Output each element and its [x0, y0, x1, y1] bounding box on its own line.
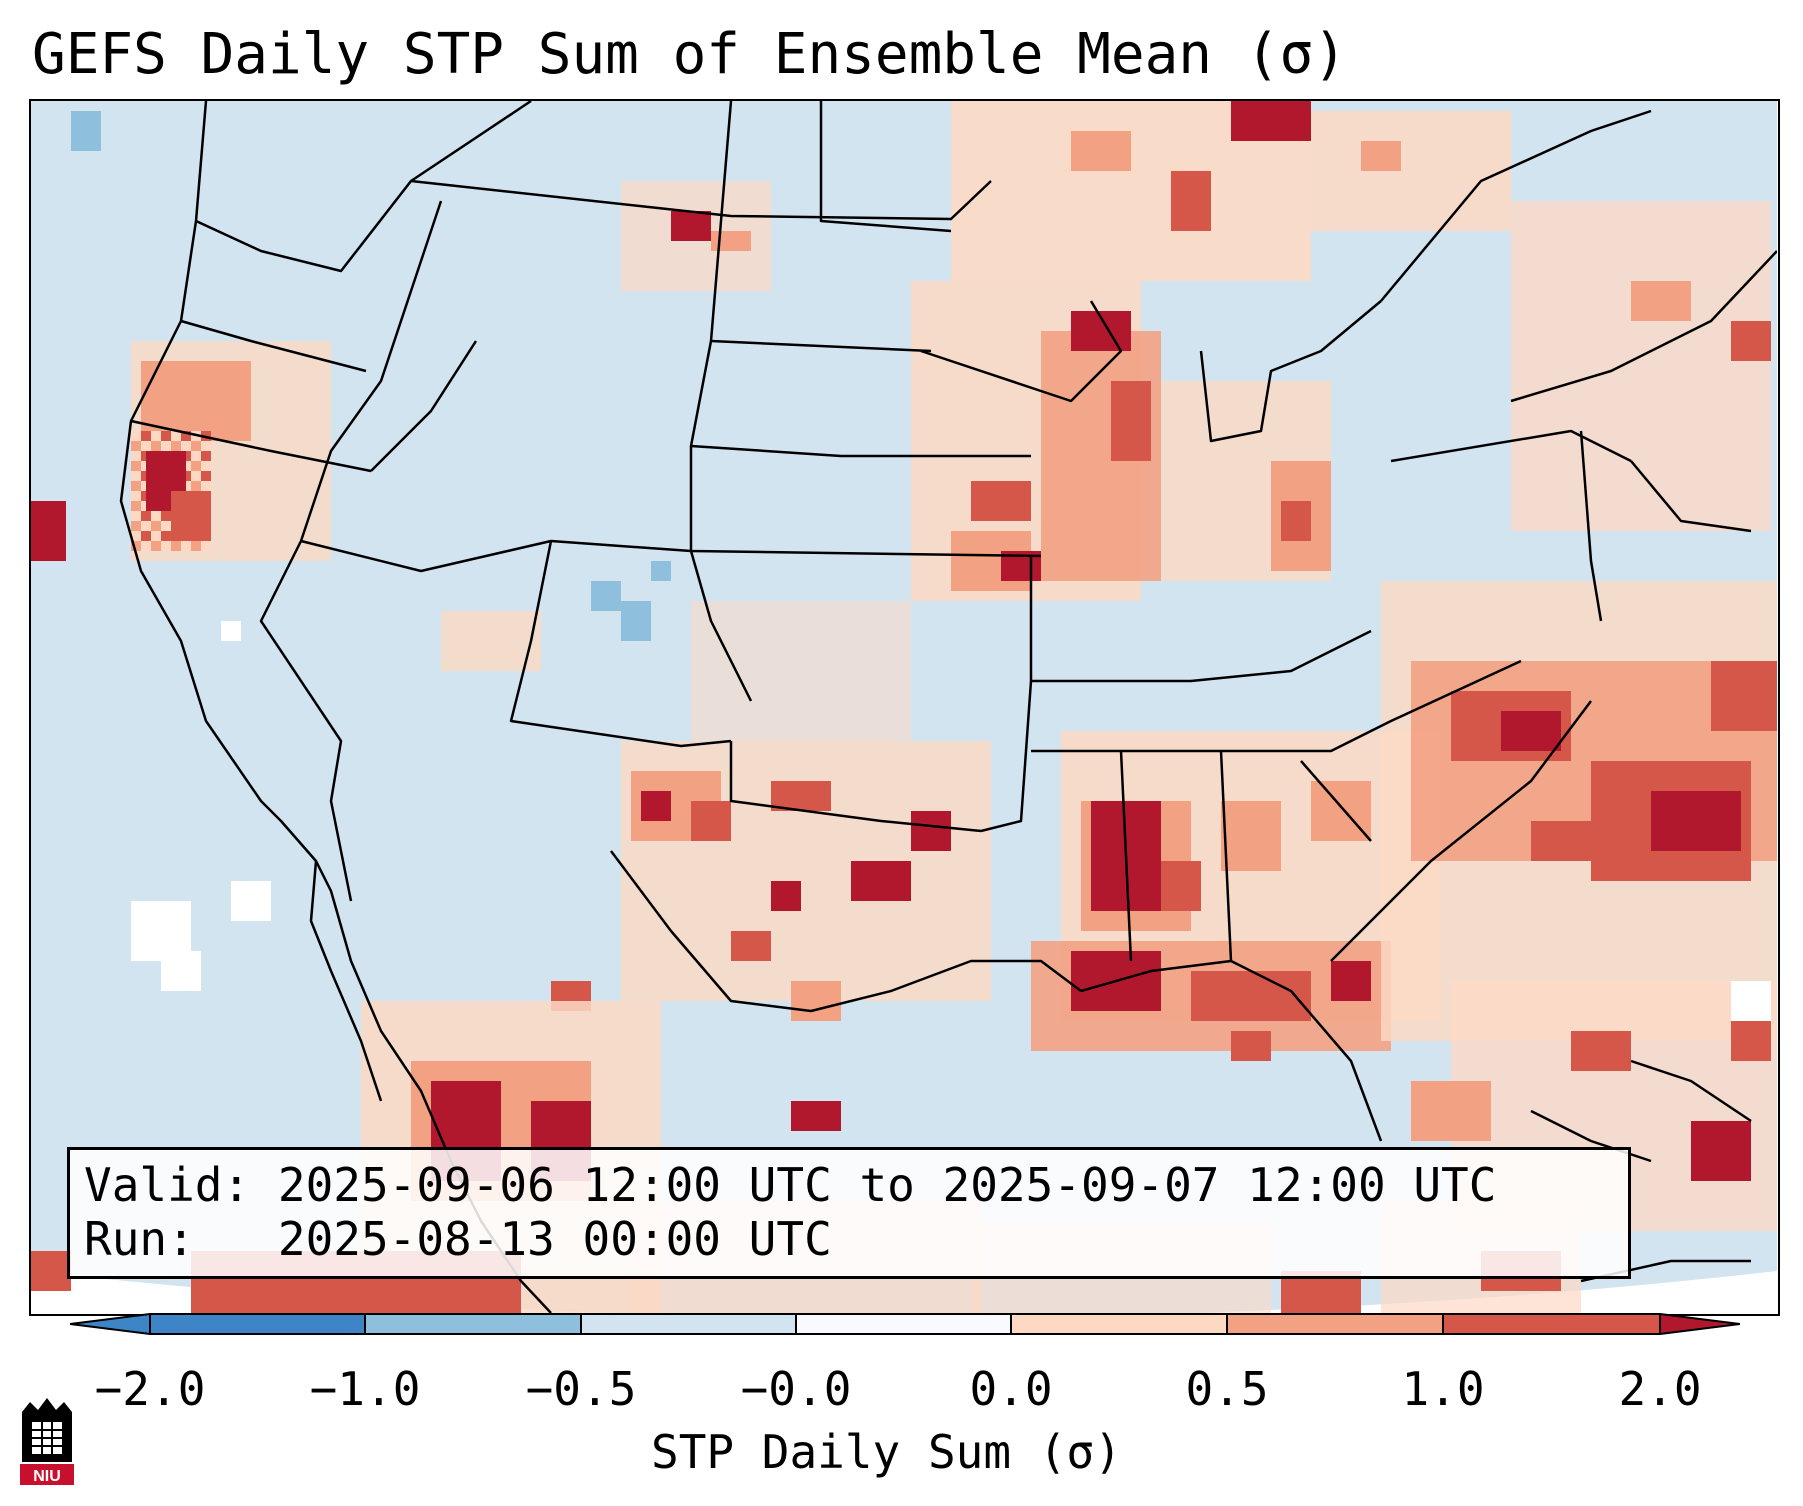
colorbar-label: STP Daily Sum (σ)	[651, 1425, 1122, 1479]
validity-legend: Valid: 2025-09-06 12:00 UTC to 2025-09-0…	[67, 1147, 1631, 1279]
colorbar-tick-label: 1.0	[1401, 1362, 1485, 1416]
run-label: Run:	[84, 1212, 195, 1266]
colorbar-tick-label: 0.0	[969, 1362, 1053, 1416]
anomaly-cells	[31, 101, 1777, 1313]
colorbar-segment	[1011, 1314, 1227, 1334]
colorbar-tick-label: −2.0	[94, 1362, 206, 1416]
colorbar-segment	[1443, 1314, 1660, 1334]
colorbar-tick-label: 2.0	[1618, 1362, 1702, 1416]
valid-range: 2025-09-06 12:00 UTC to 2025-09-07 12:00…	[277, 1158, 1497, 1212]
logo-text: NIU	[33, 1468, 61, 1485]
colorbar-segment	[796, 1314, 1011, 1334]
colorbar-tick-label: −0.0	[740, 1362, 852, 1416]
run-time: 2025-08-13 00:00 UTC	[277, 1212, 832, 1266]
chart-title: GEFS Daily STP Sum of Ensemble Mean (σ)	[32, 22, 1347, 87]
colorbar-extend-high	[1660, 1314, 1740, 1334]
stp-anomaly-map	[31, 101, 1777, 1313]
colorbar-segment	[150, 1314, 365, 1334]
colorbar-extend-low	[70, 1314, 150, 1334]
negative-cells	[71, 111, 1771, 1021]
colorbar-tick-label: −1.0	[309, 1362, 421, 1416]
niu-logo: NIU	[20, 1398, 74, 1485]
colorbar-segment	[365, 1314, 581, 1334]
colorbar-segment	[1227, 1314, 1443, 1334]
colorbar-outline	[70, 1313, 1740, 1335]
colorbar-tick-label: 0.5	[1185, 1362, 1269, 1416]
colorbar	[70, 1313, 1740, 1335]
colorbar-tick-label: −0.5	[525, 1362, 637, 1416]
valid-label: Valid:	[84, 1158, 251, 1212]
state-borders	[119, 101, 1777, 1313]
colorbar-segment	[581, 1314, 796, 1334]
map-panel	[29, 99, 1780, 1316]
